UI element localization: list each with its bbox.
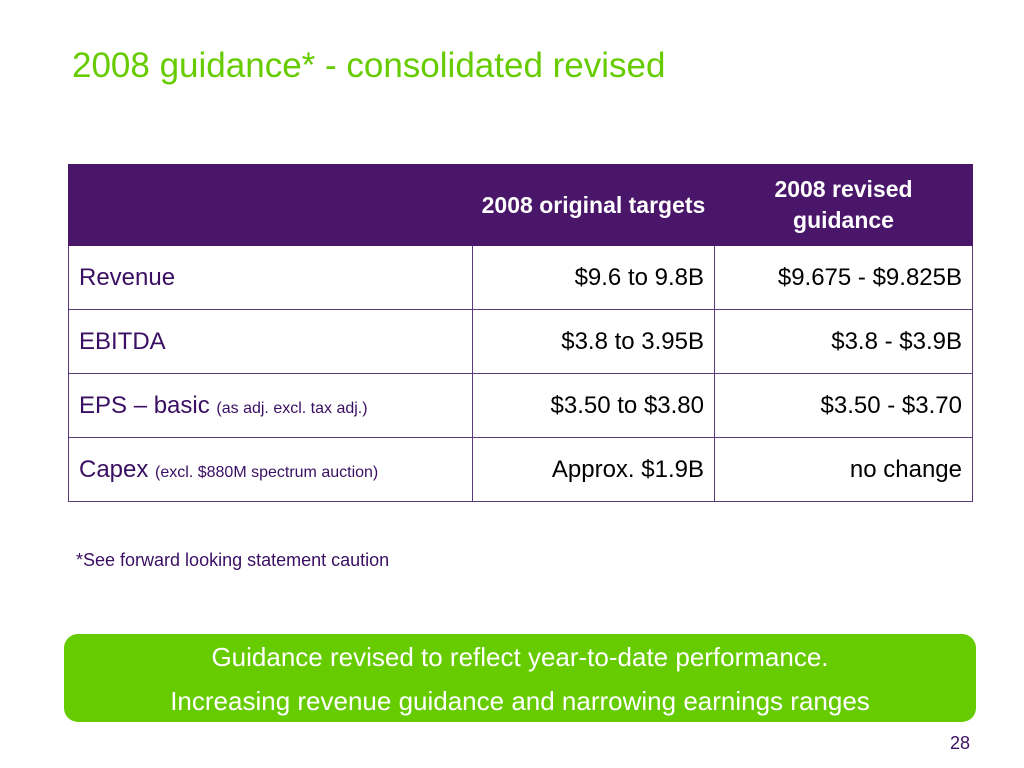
row-label: EPS – basic (as adj. excl. tax adj.) (68, 373, 473, 438)
page-number: 28 (949, 733, 970, 753)
table-row: Revenue $9.6 to 9.8B $9.675 - $9.825B (68, 245, 973, 310)
original-value: Approx. $1.9B (472, 437, 715, 502)
row-label-note: (as adj. excl. tax adj.) (216, 399, 368, 417)
row-label-text: EPS – basic (79, 391, 210, 419)
revised-value: $3.50 - $3.70 (714, 373, 973, 438)
header-empty (68, 164, 473, 246)
revised-value: no change (714, 437, 973, 502)
callout-box: Guidance revised to reflect year-to-date… (64, 634, 976, 722)
original-value: $3.50 to $3.80 (472, 373, 715, 438)
table-row: Capex (excl. $880M spectrum auction) App… (68, 437, 973, 502)
slide-title: 2008 guidance* - consolidated revised (72, 46, 666, 85)
original-value: $9.6 to 9.8B (472, 245, 715, 310)
table-row: EPS – basic (as adj. excl. tax adj.) $3.… (68, 373, 973, 438)
row-label-note: (excl. $880M spectrum auction) (155, 463, 379, 481)
table-row: EBITDA $3.8 to 3.95B $3.8 - $3.9B (68, 309, 973, 374)
table-header-row: 2008 original targets 2008 revised guida… (68, 164, 973, 246)
revised-value: $3.8 - $3.9B (714, 309, 973, 374)
row-label: Capex (excl. $880M spectrum auction) (68, 437, 473, 502)
callout-line-1: Guidance revised to reflect year-to-date… (211, 642, 829, 672)
row-label: Revenue (68, 245, 473, 310)
original-value: $3.8 to 3.95B (472, 309, 715, 374)
row-label: EBITDA (68, 309, 473, 374)
guidance-table: 2008 original targets 2008 revised guida… (68, 164, 973, 502)
row-label-text: Capex (79, 455, 149, 483)
row-label-text: Revenue (79, 263, 176, 291)
footnote: *See forward looking statement caution (76, 550, 390, 570)
callout-line-2: Increasing revenue guidance and narrowin… (170, 686, 870, 716)
header-original-targets: 2008 original targets (472, 164, 715, 246)
revised-value: $9.675 - $9.825B (714, 245, 973, 310)
row-label-text: EBITDA (79, 327, 166, 355)
header-revised-guidance: 2008 revised guidance (714, 164, 973, 246)
